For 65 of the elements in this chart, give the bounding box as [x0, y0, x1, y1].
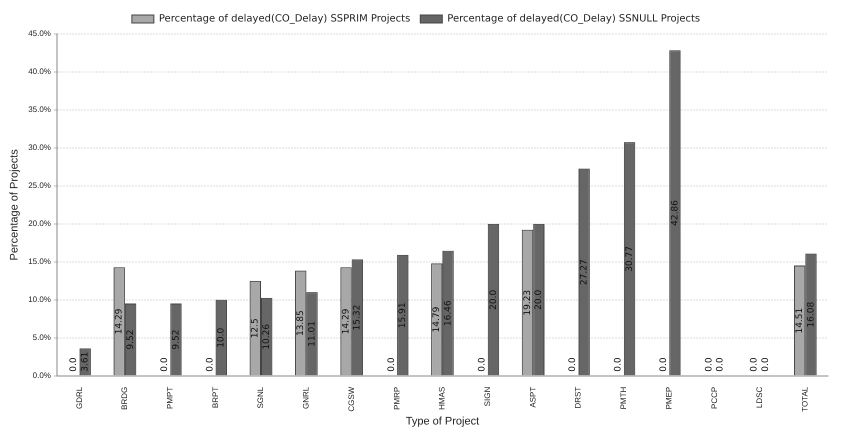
y-tick-label: 20.0% [28, 219, 51, 228]
data-label: 15.91 [398, 302, 408, 328]
x-tick-label: GNRL [302, 386, 311, 409]
data-label: 0.0 [69, 357, 80, 372]
data-label: 10.0 [216, 327, 227, 348]
data-label: 0.0 [568, 357, 578, 372]
legend-label: Percentage of delayed(CO_Delay) SSPRIM Projects [158, 14, 410, 25]
y-tick-label: 40.0% [28, 67, 51, 76]
data-label: 0.0 [760, 357, 771, 372]
x-tick-label: DRST [574, 386, 583, 409]
data-label: 10.26 [262, 324, 272, 350]
data-label: 20.0 [534, 290, 544, 310]
y-tick-label: 10.0% [28, 295, 51, 304]
data-label: 27.27 [580, 259, 590, 286]
data-label: 42.86 [670, 200, 680, 226]
data-label: 30.77 [624, 246, 635, 272]
data-label: 19.23 [522, 290, 533, 316]
y-tick-label: 30.0% [28, 143, 51, 152]
x-tick-label: SIGN [483, 386, 492, 406]
data-label: 0.0 [614, 357, 624, 372]
data-label: 12.5 [250, 318, 261, 338]
x-tick-label: PMEP [664, 386, 674, 410]
data-label: 0.0 [477, 357, 488, 372]
x-tick-label: PMRP [392, 386, 402, 410]
data-label: 0.0 [386, 357, 397, 372]
y-axis-title: Percentage of Projects [8, 148, 21, 261]
data-label: 11.01 [307, 321, 318, 347]
data-label: 0.0 [205, 357, 216, 372]
data-label: 13.85 [296, 310, 306, 336]
data-label: 16.46 [443, 300, 454, 326]
x-tick-label: BRPT [210, 386, 220, 408]
data-label: 0.0 [160, 357, 170, 372]
data-label: 9.52 [126, 330, 136, 350]
data-label: 0.0 [716, 357, 726, 372]
x-tick-label: GDRL [74, 386, 84, 409]
x-axis-title: Type of Project [406, 415, 480, 428]
data-label: 14.29 [114, 308, 125, 334]
y-tick-label: 0.0% [32, 370, 51, 380]
x-tick-label: TOTAL [800, 386, 810, 412]
y-tick-label: 25.0% [28, 181, 51, 190]
data-label: 3.61 [80, 352, 91, 372]
x-tick-label: PMPT [165, 386, 174, 409]
data-label: 16.08 [806, 302, 816, 328]
x-tick-label: HMAS [438, 386, 447, 410]
data-label: 15.32 [352, 304, 363, 330]
y-tick-label: 45.0% [28, 29, 51, 38]
data-label: 9.52 [171, 330, 182, 350]
data-label: 14.51 [794, 308, 805, 334]
data-label: 14.79 [432, 306, 442, 332]
x-tick-label: ASPT [528, 386, 538, 408]
y-tick-label: 35.0% [28, 105, 51, 114]
legend-label: Percentage of delayed(CO_Delay) SSNULL Projects [447, 14, 700, 25]
data-label: 20.0 [488, 290, 499, 310]
data-label: 0.0 [750, 357, 760, 372]
x-tick-label: PCCP [710, 386, 719, 409]
y-tick-label: 5.0% [32, 332, 51, 342]
x-tick-label: LDSC [755, 386, 764, 408]
data-label: 14.29 [341, 308, 352, 334]
x-tick-label: PMTH [619, 386, 628, 410]
data-label: 0.0 [704, 357, 714, 372]
x-tick-label: CGSW [346, 386, 356, 412]
x-tick-label: SGNL [256, 386, 266, 409]
y-tick-label: 15.0% [28, 257, 51, 266]
x-tick-label: BRDG [120, 386, 130, 410]
data-label: 0.0 [658, 357, 669, 372]
